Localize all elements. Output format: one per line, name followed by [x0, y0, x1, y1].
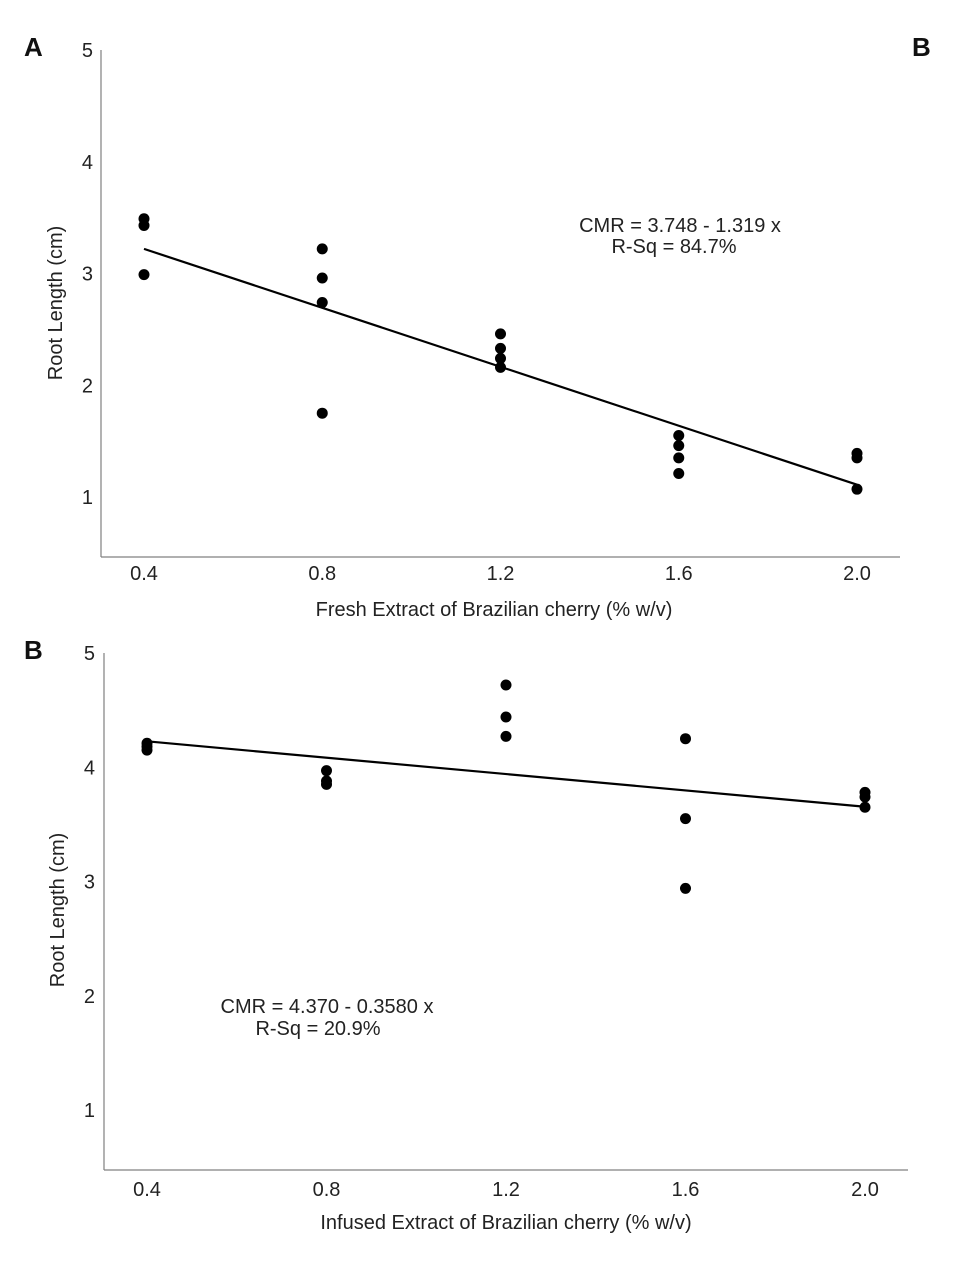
- panel-a-data-point: [316, 243, 328, 255]
- panel-a-data-point: [316, 297, 328, 309]
- panel-a-y-tick-label: 1: [82, 487, 93, 509]
- panel-a-r-squared: R-Sq = 84.7%: [611, 236, 736, 258]
- panel-a-data-point: [316, 407, 328, 419]
- panel-a-y-tick-label: 2: [82, 375, 93, 397]
- panel-b-data-point: [500, 730, 512, 742]
- panel-b-y-tick-label: 3: [84, 872, 95, 894]
- panel-a-x-tick-label: 2.0: [843, 563, 871, 585]
- panel-a-y-axis-title: Root Length (cm): [45, 226, 67, 381]
- panel-b-x-tick-label: 0.4: [133, 1179, 161, 1201]
- panel-a-data-point: [138, 219, 150, 231]
- panel-b-x-ticks: 0.4 0.8 1.2 1.6 2.0: [133, 1179, 879, 1201]
- panel-b-fit-line: [146, 740, 866, 808]
- panel-a-data-point: [495, 361, 506, 373]
- panel-b-x-tick-label: 1.6: [672, 1179, 700, 1201]
- panel-a-x-tick-label: 1.6: [665, 563, 693, 585]
- panel-b-equation: CMR = 4.370 - 0.3580 x: [221, 996, 434, 1018]
- panel-b-y-axis-title: Root Length (cm): [47, 833, 69, 988]
- panel-b-cut-label: B: [912, 32, 931, 62]
- panel-b-y-tick-label: 1: [84, 1100, 95, 1122]
- panel-a-data-point: [673, 452, 685, 464]
- panel-b-y-ticks: 1 2 3 4 5: [84, 643, 95, 1122]
- panel-a-data-point: [495, 328, 506, 340]
- panel-a-label: A: [24, 32, 43, 62]
- panel-a-data-point: [495, 342, 506, 354]
- panel-a-equation: CMR = 3.748 - 1.319 x: [579, 215, 781, 237]
- panel-b-x-axis-title: Infused Extract of Brazilian cherry (% w…: [320, 1212, 691, 1234]
- panel-a-data-point: [673, 430, 685, 442]
- panel-b-y-tick-label: 2: [84, 986, 95, 1008]
- panel-b-y-tick-label: 5: [84, 643, 95, 665]
- panel-a-y-ticks: 1 2 3 4 5: [82, 40, 93, 509]
- panel-b-x-tick-label: 2.0: [851, 1179, 879, 1201]
- panel-a-data-point: [851, 452, 863, 464]
- panel-b-y-tick-label: 4: [84, 757, 95, 779]
- panel-b-data-point: [141, 744, 153, 756]
- panel-b-data-point: [859, 791, 871, 803]
- panel-b-data-point: [680, 813, 691, 825]
- panel-a-data-point: [673, 440, 685, 452]
- panel-a-x-tick-label: 1.2: [487, 563, 515, 585]
- panel-a-data-point: [316, 272, 328, 284]
- panel-b-data-point: [859, 801, 871, 813]
- panel-a-x-axis-title: Fresh Extract of Brazilian cherry (% w/v…: [316, 599, 673, 621]
- panel-b-data-point: [321, 778, 332, 790]
- panel-b-data-point: [680, 733, 691, 745]
- panel-a-x-tick-label: 0.8: [308, 563, 336, 585]
- panel-b: B 1 2 3 4 5 0.4 0.8 1.2 1.6 2.0 Root Length (cm)…: [24, 635, 908, 1234]
- panel-b-x-tick-label: 1.2: [492, 1179, 520, 1201]
- panel-a-y-tick-label: 4: [82, 152, 93, 174]
- panel-a-y-tick-label: 3: [82, 264, 93, 286]
- panel-b-x-tick-label: 0.8: [313, 1179, 341, 1201]
- panel-b-data-point: [321, 765, 332, 777]
- panel-b-data-point: [500, 711, 512, 723]
- panel-a-y-tick-label: 5: [82, 40, 93, 62]
- panel-b-r-squared: R-Sq = 20.9%: [255, 1018, 380, 1040]
- panel-b-points: [141, 679, 871, 894]
- panel-b-data-point: [680, 882, 691, 894]
- panel-a-data-point: [495, 352, 506, 364]
- panel-a-data-point: [851, 483, 863, 495]
- panel-a-x-tick-label: 0.4: [130, 563, 158, 585]
- panel-b-label: B: [24, 635, 43, 665]
- panel-b-data-point: [500, 679, 512, 691]
- panel-a: A B 1 2 3 4 5 0.4 0.8 1.2 1.6 2.0 Root Length (c…: [24, 32, 931, 621]
- panel-a-data-point: [138, 269, 150, 281]
- panel-a-data-point: [673, 468, 685, 480]
- panel-a-x-ticks: 0.4 0.8 1.2 1.6 2.0: [130, 563, 871, 585]
- panel-a-points: [138, 213, 863, 495]
